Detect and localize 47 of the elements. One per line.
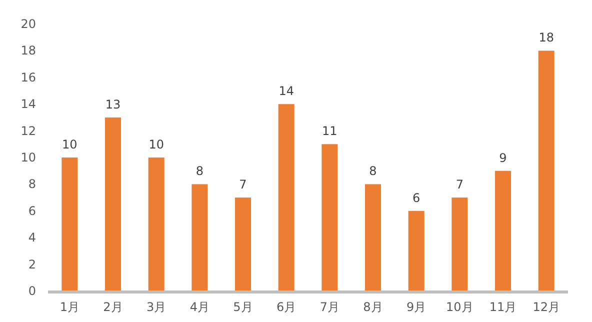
x-tick-label: 6月 <box>276 300 296 314</box>
x-tick-label: 5月 <box>233 300 253 314</box>
data-label: 8 <box>369 164 377 178</box>
y-tick-label: 16 <box>20 70 36 84</box>
y-tick-label: 20 <box>20 17 36 31</box>
bar <box>322 144 338 291</box>
y-tick-label: 0 <box>28 284 36 298</box>
y-tick-label: 6 <box>28 204 36 218</box>
data-label: 7 <box>239 178 247 192</box>
x-tick-label: 7月 <box>320 300 340 314</box>
data-label: 10 <box>148 138 164 152</box>
y-tick-label: 10 <box>20 150 36 164</box>
bar <box>408 210 424 291</box>
x-tick-label: 10月 <box>446 300 474 314</box>
y-tick-label: 18 <box>20 44 36 58</box>
bar <box>192 184 208 291</box>
bar <box>62 158 78 291</box>
bar <box>148 158 164 291</box>
bar <box>365 184 381 291</box>
x-tick-label: 11月 <box>489 300 517 314</box>
data-label: 11 <box>322 124 338 138</box>
y-tick-label: 14 <box>20 97 36 112</box>
data-label: 6 <box>412 190 420 205</box>
x-tick-label: 8月 <box>363 300 383 314</box>
data-label: 14 <box>278 84 294 98</box>
bar <box>495 170 511 291</box>
y-tick-label: 4 <box>28 230 36 245</box>
x-tick-label: 4月 <box>190 300 210 314</box>
bar <box>235 198 251 291</box>
y-tick-label: 2 <box>28 257 36 272</box>
data-label: 10 <box>62 138 78 152</box>
x-tick-label: 1月 <box>60 300 80 314</box>
y-tick-label: 8 <box>28 177 36 192</box>
bar <box>105 117 121 291</box>
bar <box>278 104 294 291</box>
y-tick-label: 12 <box>20 124 36 138</box>
x-tick-label: 12月 <box>532 300 560 314</box>
x-tick-label: 3月 <box>146 300 166 314</box>
data-label: 18 <box>538 30 554 45</box>
data-label: 9 <box>499 150 507 165</box>
bar <box>452 198 468 291</box>
x-tick-label: 2月 <box>103 300 123 314</box>
bar <box>538 50 554 291</box>
data-label: 13 <box>105 97 121 112</box>
x-tick-label: 9月 <box>406 300 426 314</box>
data-label: 7 <box>456 178 464 192</box>
data-label: 8 <box>196 164 204 178</box>
